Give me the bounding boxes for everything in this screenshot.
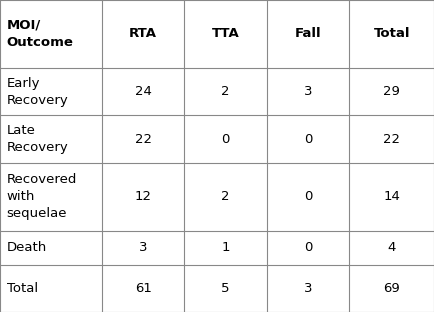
Text: Early
Recovery: Early Recovery [7,76,68,107]
Text: 3: 3 [304,282,312,295]
Text: Late
Recovery: Late Recovery [7,124,68,154]
Text: 1: 1 [221,241,230,254]
Text: 29: 29 [383,85,400,98]
Text: Total: Total [373,27,410,41]
Text: 3: 3 [304,85,312,98]
Text: TTA: TTA [212,27,240,41]
Text: 0: 0 [304,190,312,203]
Text: Fall: Fall [295,27,322,41]
Text: 5: 5 [221,282,230,295]
Text: Total: Total [7,282,38,295]
Text: 0: 0 [304,241,312,254]
Text: MOI/
Outcome: MOI/ Outcome [7,19,73,49]
Text: 22: 22 [135,133,152,145]
Text: 3: 3 [139,241,148,254]
Text: Recovered
with
sequelae: Recovered with sequelae [7,173,77,220]
Text: 4: 4 [388,241,396,254]
Text: Death: Death [7,241,47,254]
Text: 2: 2 [221,190,230,203]
Text: 24: 24 [135,85,151,98]
Text: 22: 22 [383,133,400,145]
Text: 0: 0 [221,133,230,145]
Text: 69: 69 [383,282,400,295]
Text: RTA: RTA [129,27,157,41]
Text: 2: 2 [221,85,230,98]
Text: 14: 14 [383,190,400,203]
Text: 12: 12 [135,190,152,203]
Text: 61: 61 [135,282,151,295]
Text: 0: 0 [304,133,312,145]
